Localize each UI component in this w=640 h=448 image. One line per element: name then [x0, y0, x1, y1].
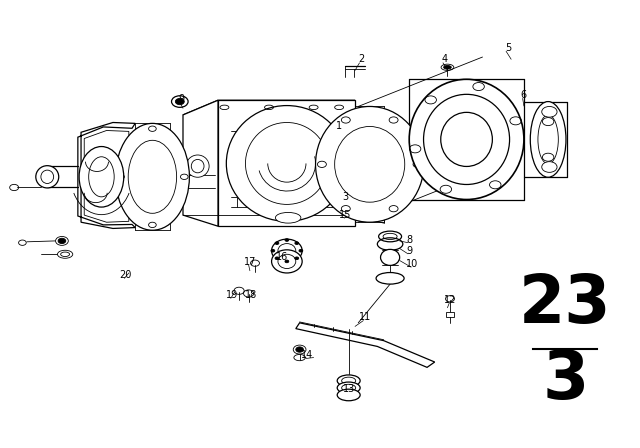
Ellipse shape [538, 115, 558, 164]
Ellipse shape [271, 239, 302, 262]
Text: 3: 3 [342, 192, 349, 202]
Polygon shape [183, 100, 218, 226]
Ellipse shape [337, 382, 360, 394]
Text: 5: 5 [505, 43, 511, 53]
Ellipse shape [424, 95, 509, 185]
Text: 6: 6 [521, 90, 527, 100]
Text: 2: 2 [358, 54, 365, 64]
Ellipse shape [227, 106, 348, 221]
Ellipse shape [115, 123, 189, 230]
Text: 9: 9 [178, 95, 184, 104]
Ellipse shape [444, 65, 451, 69]
Text: 18: 18 [245, 290, 257, 300]
Ellipse shape [246, 122, 328, 204]
Ellipse shape [531, 102, 566, 177]
Text: 1: 1 [336, 121, 342, 131]
Ellipse shape [542, 153, 554, 161]
Bar [445, 312, 454, 318]
Ellipse shape [79, 146, 124, 207]
Ellipse shape [316, 107, 424, 222]
Ellipse shape [175, 99, 184, 105]
Ellipse shape [271, 250, 275, 252]
Ellipse shape [89, 157, 114, 197]
Text: 11: 11 [358, 313, 371, 323]
Text: 10: 10 [406, 259, 419, 269]
Text: 17: 17 [244, 257, 256, 267]
Ellipse shape [128, 140, 177, 213]
Ellipse shape [285, 260, 289, 263]
Text: 3: 3 [542, 347, 588, 413]
Ellipse shape [58, 238, 66, 244]
Ellipse shape [186, 155, 209, 177]
Ellipse shape [295, 242, 299, 245]
Ellipse shape [296, 347, 303, 352]
Ellipse shape [164, 174, 180, 190]
Ellipse shape [278, 244, 296, 258]
Text: 15: 15 [339, 210, 351, 220]
Text: 20: 20 [120, 270, 132, 280]
Text: 16: 16 [276, 252, 288, 263]
Ellipse shape [275, 257, 279, 259]
Bar [256, 138, 317, 152]
Ellipse shape [271, 250, 302, 273]
Polygon shape [84, 130, 129, 222]
Ellipse shape [441, 112, 492, 167]
Ellipse shape [285, 239, 289, 241]
Text: 12: 12 [444, 295, 457, 305]
Text: 19: 19 [226, 290, 238, 300]
Ellipse shape [541, 107, 557, 117]
Ellipse shape [41, 170, 54, 184]
Ellipse shape [376, 272, 404, 284]
Polygon shape [218, 100, 355, 226]
Ellipse shape [337, 389, 360, 401]
Polygon shape [183, 100, 355, 115]
Polygon shape [78, 122, 135, 228]
Ellipse shape [381, 250, 399, 265]
Ellipse shape [335, 126, 404, 202]
Ellipse shape [191, 159, 204, 173]
Ellipse shape [542, 117, 554, 125]
Ellipse shape [299, 250, 303, 252]
Ellipse shape [36, 166, 59, 188]
Ellipse shape [275, 212, 301, 223]
Ellipse shape [337, 375, 360, 387]
Text: 14: 14 [301, 350, 314, 360]
Text: 23: 23 [519, 271, 612, 337]
Text: 4: 4 [441, 54, 447, 64]
Ellipse shape [275, 242, 279, 245]
Polygon shape [296, 323, 435, 367]
Ellipse shape [541, 162, 557, 172]
Ellipse shape [295, 257, 299, 259]
Ellipse shape [278, 254, 296, 268]
Text: 9: 9 [406, 246, 412, 256]
Text: 8: 8 [406, 235, 412, 245]
Ellipse shape [409, 79, 524, 199]
Text: 13: 13 [342, 384, 355, 394]
